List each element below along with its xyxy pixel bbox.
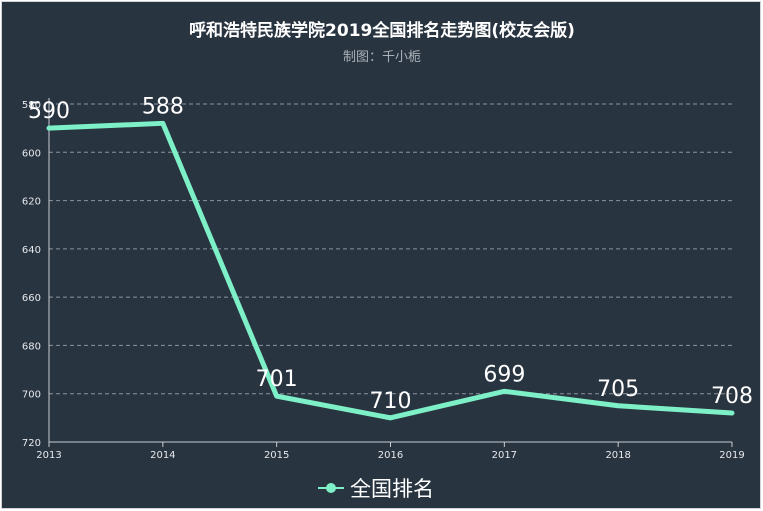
chart-subtitle: 制图：千小栀 [342, 50, 421, 65]
legend-line-marker-icon [318, 483, 344, 493]
y-tick-label: 680 [22, 341, 41, 352]
x-tick-label: 2014 [150, 450, 175, 461]
y-tick-label: 580 [22, 100, 41, 111]
x-tick-label: 2019 [719, 450, 744, 461]
y-tick-label: 600 [22, 148, 41, 159]
x-tick-label: 2016 [378, 450, 403, 461]
data-label: 708 [711, 384, 753, 409]
y-tick-label: 720 [22, 438, 41, 449]
y-tick-label: 700 [22, 390, 41, 401]
data-label: 701 [256, 367, 298, 392]
x-tick-label: 2013 [36, 450, 61, 461]
chart-title: 呼和浩特民族学院2019全国排名走势图(校友会版) [189, 21, 575, 41]
data-label: 590 [28, 99, 70, 124]
y-tick-label: 640 [22, 245, 41, 256]
y-tick-label: 620 [22, 197, 41, 208]
data-label: 705 [597, 377, 639, 402]
legend-series-label: 全国排名 [350, 477, 434, 501]
series-line [46, 120, 735, 421]
data-label: 699 [483, 362, 525, 387]
data-label: 588 [142, 94, 184, 119]
y-tick-label: 660 [22, 293, 41, 304]
x-tick-label: 2015 [264, 450, 289, 461]
data-label: 710 [370, 389, 412, 414]
x-tick-label: 2017 [492, 450, 517, 461]
x-tick-label: 2018 [605, 450, 630, 461]
legend[interactable]: 全国排名 [318, 474, 434, 502]
